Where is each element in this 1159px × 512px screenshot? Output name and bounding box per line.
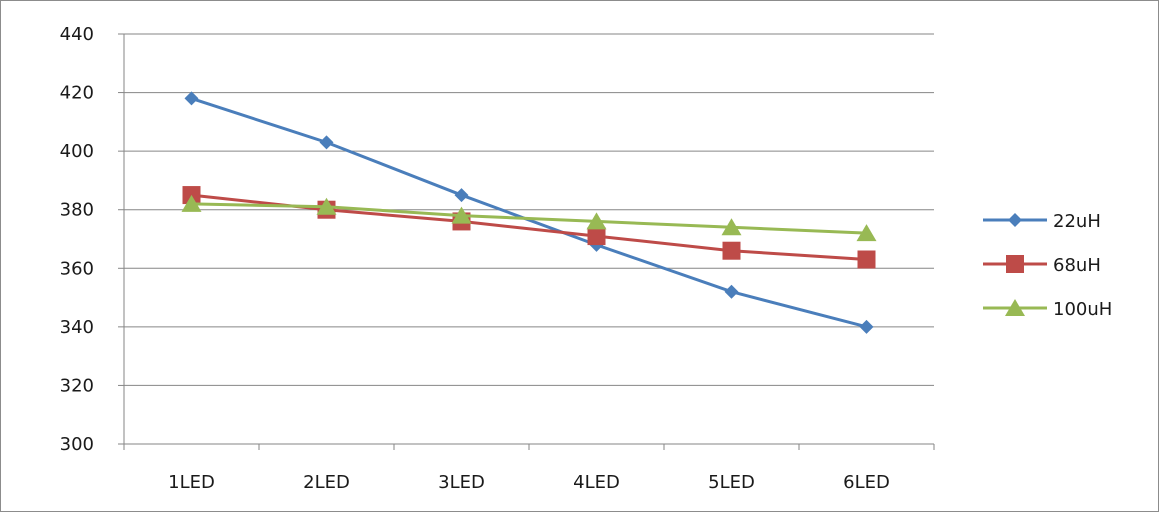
- data-point: [586, 212, 607, 230]
- y-tick-label: 360: [60, 258, 94, 279]
- legend-item-68uH: 68uH: [983, 255, 1101, 276]
- series-lines: [181, 91, 877, 334]
- legend-marker: [1008, 213, 1022, 227]
- y-tick-label: 320: [60, 375, 94, 396]
- axes: 300 320 340 360 380 400 420 440 1LED 2LED 3LED 4LED…: [60, 24, 935, 493]
- x-tick-label: 4LED: [573, 472, 620, 493]
- series-68uH: [182, 186, 876, 269]
- y-tick-label: 340: [60, 317, 94, 338]
- data-point: [587, 227, 606, 246]
- data-point: [184, 91, 199, 106]
- gridlines: [124, 33, 934, 386]
- x-tick-label: 6LED: [843, 472, 890, 493]
- y-tick-label: 400: [60, 141, 94, 162]
- x-tick-label: 2LED: [303, 472, 350, 493]
- y-tick-label: 300: [60, 434, 94, 455]
- x-tick-label: 3LED: [438, 472, 485, 493]
- y-tick-label: 420: [60, 83, 94, 104]
- legend-label: 22uH: [1053, 211, 1101, 232]
- legend-item-100uH: 100uH: [983, 299, 1112, 320]
- data-point: [856, 224, 877, 242]
- data-point: [857, 250, 876, 269]
- data-point: [316, 197, 337, 215]
- data-point: [722, 241, 741, 260]
- series-line: [191, 97, 867, 329]
- legend-label: 68uH: [1053, 255, 1101, 276]
- data-point: [451, 206, 472, 224]
- series-100uH: [181, 194, 877, 242]
- data-point: [181, 194, 202, 212]
- legend-marker: [1005, 299, 1025, 316]
- legend: 22uH 68uH 100uH: [983, 211, 1112, 320]
- data-point: [454, 188, 469, 203]
- y-tick-label: 380: [60, 200, 94, 221]
- legend-label: 100uH: [1053, 299, 1112, 320]
- data-point: [859, 319, 874, 334]
- legend-item-22uH: 22uH: [983, 211, 1101, 232]
- legend-marker: [1006, 255, 1024, 273]
- data-point: [721, 218, 742, 236]
- series-22uH: [184, 91, 874, 334]
- x-tick-label: 1LED: [168, 472, 215, 493]
- y-tick-label: 440: [60, 24, 94, 45]
- series-line: [191, 202, 867, 235]
- data-point: [319, 135, 334, 150]
- data-point: [724, 284, 739, 299]
- x-tick-label: 5LED: [708, 472, 755, 493]
